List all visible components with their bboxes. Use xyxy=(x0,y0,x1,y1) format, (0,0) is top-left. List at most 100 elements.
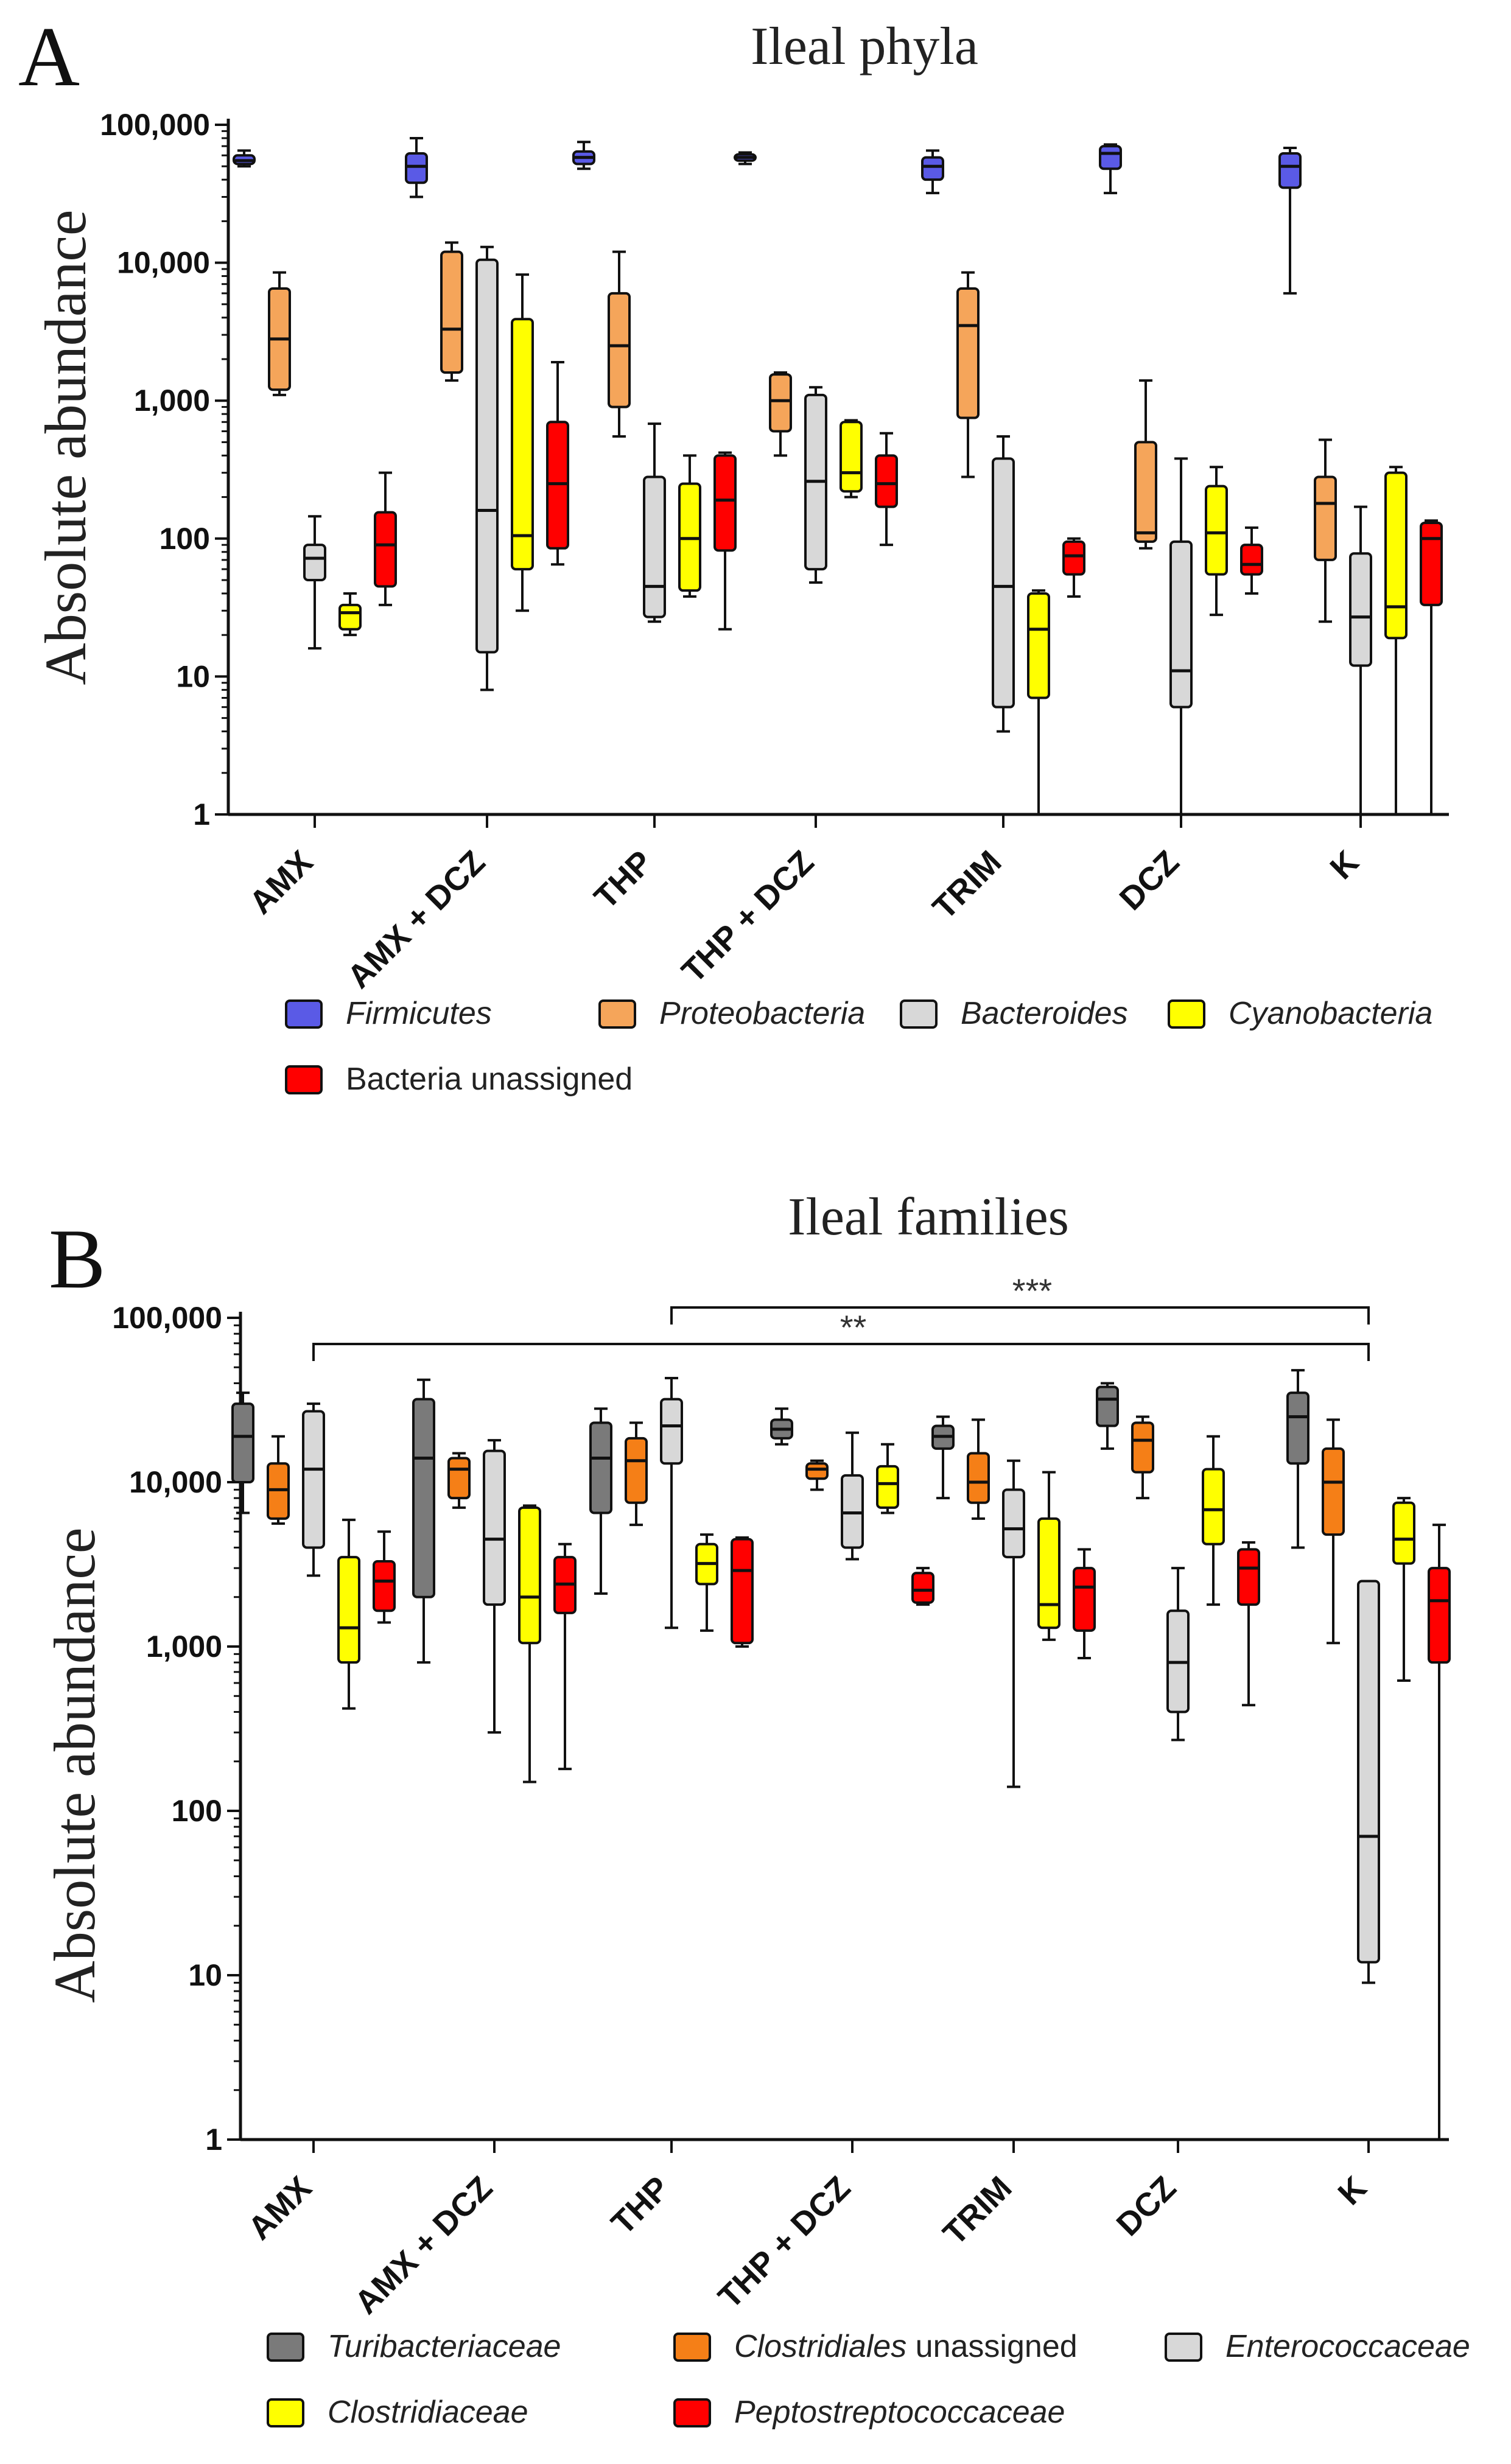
box-bacteria-unassigned-k xyxy=(1420,519,1443,816)
panel-a-legend: Firmicutes Proteobacteria Bacteroides Cyano… xyxy=(285,996,1432,1097)
box-cyanobacteria-thp-dcz xyxy=(840,419,863,499)
box-iqr xyxy=(518,1506,541,1645)
box-peptostreptococcaceae-k xyxy=(1428,1524,1451,2141)
box-turibacteriaceae-trim xyxy=(931,1415,955,1500)
box-bacteroides-trim xyxy=(992,435,1015,733)
box-firmicutes-amx-dcz xyxy=(405,136,428,198)
box-iqr xyxy=(1286,1391,1309,1465)
significance-bracket xyxy=(312,1343,1370,1361)
legend-label-italic-part: Clostridiales xyxy=(734,2329,906,2364)
legend-label-italic-part: Peptostreptococcaceae xyxy=(734,2395,1065,2430)
box-iqr xyxy=(1314,475,1337,561)
box-bacteroides-thp-dcz xyxy=(804,386,827,584)
box-turibacteriaceae-dcz xyxy=(1096,1382,1119,1450)
box-iqr xyxy=(373,1560,396,1612)
box-iqr xyxy=(1428,1567,1451,1664)
box-iqr xyxy=(921,156,944,181)
box-iqr xyxy=(440,250,463,374)
box-bacteria-unassigned-thp xyxy=(713,451,737,631)
box-iqr xyxy=(1349,552,1372,667)
box-clostridiaceae-thp-dcz xyxy=(876,1443,899,1514)
box-iqr xyxy=(1037,1517,1061,1629)
box-turibacteriaceae-amx xyxy=(231,1391,254,1514)
legend-swatch-firmicutes xyxy=(285,999,323,1029)
box-proteobacteria-thp-dcz xyxy=(769,371,792,457)
box-proteobacteria-thp xyxy=(608,250,631,438)
legend-label-bacteroides: Bacteroides xyxy=(961,996,1128,1031)
box-bacteroides-k xyxy=(1349,505,1372,816)
box-iqr xyxy=(731,1538,754,1645)
box-peptostreptococcaceae-thp xyxy=(731,1536,754,1648)
box-iqr xyxy=(1027,592,1050,699)
box-iqr xyxy=(1384,471,1408,640)
box-cyanobacteria-thp xyxy=(678,454,701,598)
box-firmicutes-thp-dcz xyxy=(734,151,757,166)
box-iqr xyxy=(911,1572,934,1604)
box-iqr xyxy=(1392,1501,1415,1565)
box-enterococcaceae-amx xyxy=(302,1402,325,1577)
box-iqr xyxy=(1134,441,1157,543)
box-iqr xyxy=(1169,540,1193,709)
box-enterococcaceae-amx-dcz xyxy=(483,1439,506,1734)
y-tick-label: 100 xyxy=(172,1794,222,1828)
y-tick-label: 1,000 xyxy=(146,1629,222,1664)
box-enterococcaceae-thp xyxy=(660,1376,683,1629)
legend-label-clostridiales-unassigned: Clostridiales unassigned xyxy=(734,2329,1078,2364)
panel-a: A Ileal phyla Absolute abundance 1 10 100 1… xyxy=(18,10,1449,1097)
box-iqr xyxy=(412,1398,435,1598)
box-peptostreptococcaceae-dcz xyxy=(1237,1541,1260,1707)
panel-a-label: A xyxy=(18,10,80,104)
legend-label-cyanobacteria: Cyanobacteria xyxy=(1229,996,1432,1031)
box-clostridiaceae-amx xyxy=(337,1518,360,1710)
box-bacteria-unassigned-trim xyxy=(1062,537,1085,598)
significance-bracket xyxy=(670,1306,1370,1325)
box-peptostreptococcaceae-trim xyxy=(1073,1548,1096,1660)
box-enterococcaceae-k xyxy=(1357,1580,1380,1984)
box-iqr xyxy=(1322,1447,1345,1536)
box-cyanobacteria-trim xyxy=(1027,589,1050,816)
box-iqr xyxy=(475,258,499,654)
box-bacteroides-amx xyxy=(303,515,326,650)
legend-swatch-bacteria-unassigned xyxy=(285,1065,323,1094)
box-peptostreptococcaceae-amx-dcz xyxy=(553,1542,577,1771)
y-tick-label: 10,000 xyxy=(129,1465,222,1499)
legend-label-proteobacteria: Proteobacteria xyxy=(659,996,865,1031)
box-iqr xyxy=(589,1421,612,1514)
y-tick-label: 100,000 xyxy=(112,1301,222,1335)
box-iqr xyxy=(1357,1580,1380,1964)
box-iqr xyxy=(302,1410,325,1549)
legend-label-clostridiaceae: Clostridiaceae xyxy=(328,2395,528,2430)
box-cyanobacteria-amx-dcz xyxy=(511,273,534,612)
box-iqr xyxy=(713,454,737,552)
box-iqr xyxy=(1237,1548,1260,1606)
box-clostridiales-unassigned-amx xyxy=(267,1435,290,1525)
box-turibacteriaceae-thp-dcz xyxy=(770,1407,793,1446)
y-tick-label: 100,000 xyxy=(100,108,210,142)
y-tick-label: 1 xyxy=(193,797,210,831)
panel-b-legend: Turibacteriaceae Clostridiales unassigned… xyxy=(267,2329,1470,2430)
y-tick-label: 10 xyxy=(176,659,210,693)
box-proteobacteria-k xyxy=(1314,438,1337,623)
legend-swatch-clostridiales-unassigned xyxy=(673,2333,711,2362)
box-enterococcaceae-trim xyxy=(1002,1459,1025,1788)
box-turibacteriaceae-thp xyxy=(589,1407,612,1595)
box-bacteroides-dcz xyxy=(1169,457,1193,816)
panel-b-y-axis-label: Absolute abundance xyxy=(42,1527,107,2003)
box-iqr xyxy=(1002,1488,1025,1559)
box-iqr xyxy=(1062,540,1085,576)
panel-a-title: Ileal phyla xyxy=(751,17,978,76)
box-firmicutes-k xyxy=(1278,146,1302,295)
box-cyanobacteria-dcz xyxy=(1205,466,1228,617)
legend-label-firmicutes: Firmicutes xyxy=(346,996,492,1031)
box-iqr xyxy=(1202,1468,1225,1545)
box-firmicutes-thp xyxy=(572,141,595,170)
box-iqr xyxy=(805,1462,829,1480)
box-iqr xyxy=(769,373,792,433)
box-iqr xyxy=(625,1437,648,1504)
box-bacteria-unassigned-amx-dcz xyxy=(546,361,569,566)
panel-b-title: Ileal families xyxy=(788,1188,1069,1247)
box-clostridiaceae-thp xyxy=(695,1533,718,1632)
box-firmicutes-amx xyxy=(233,149,256,168)
